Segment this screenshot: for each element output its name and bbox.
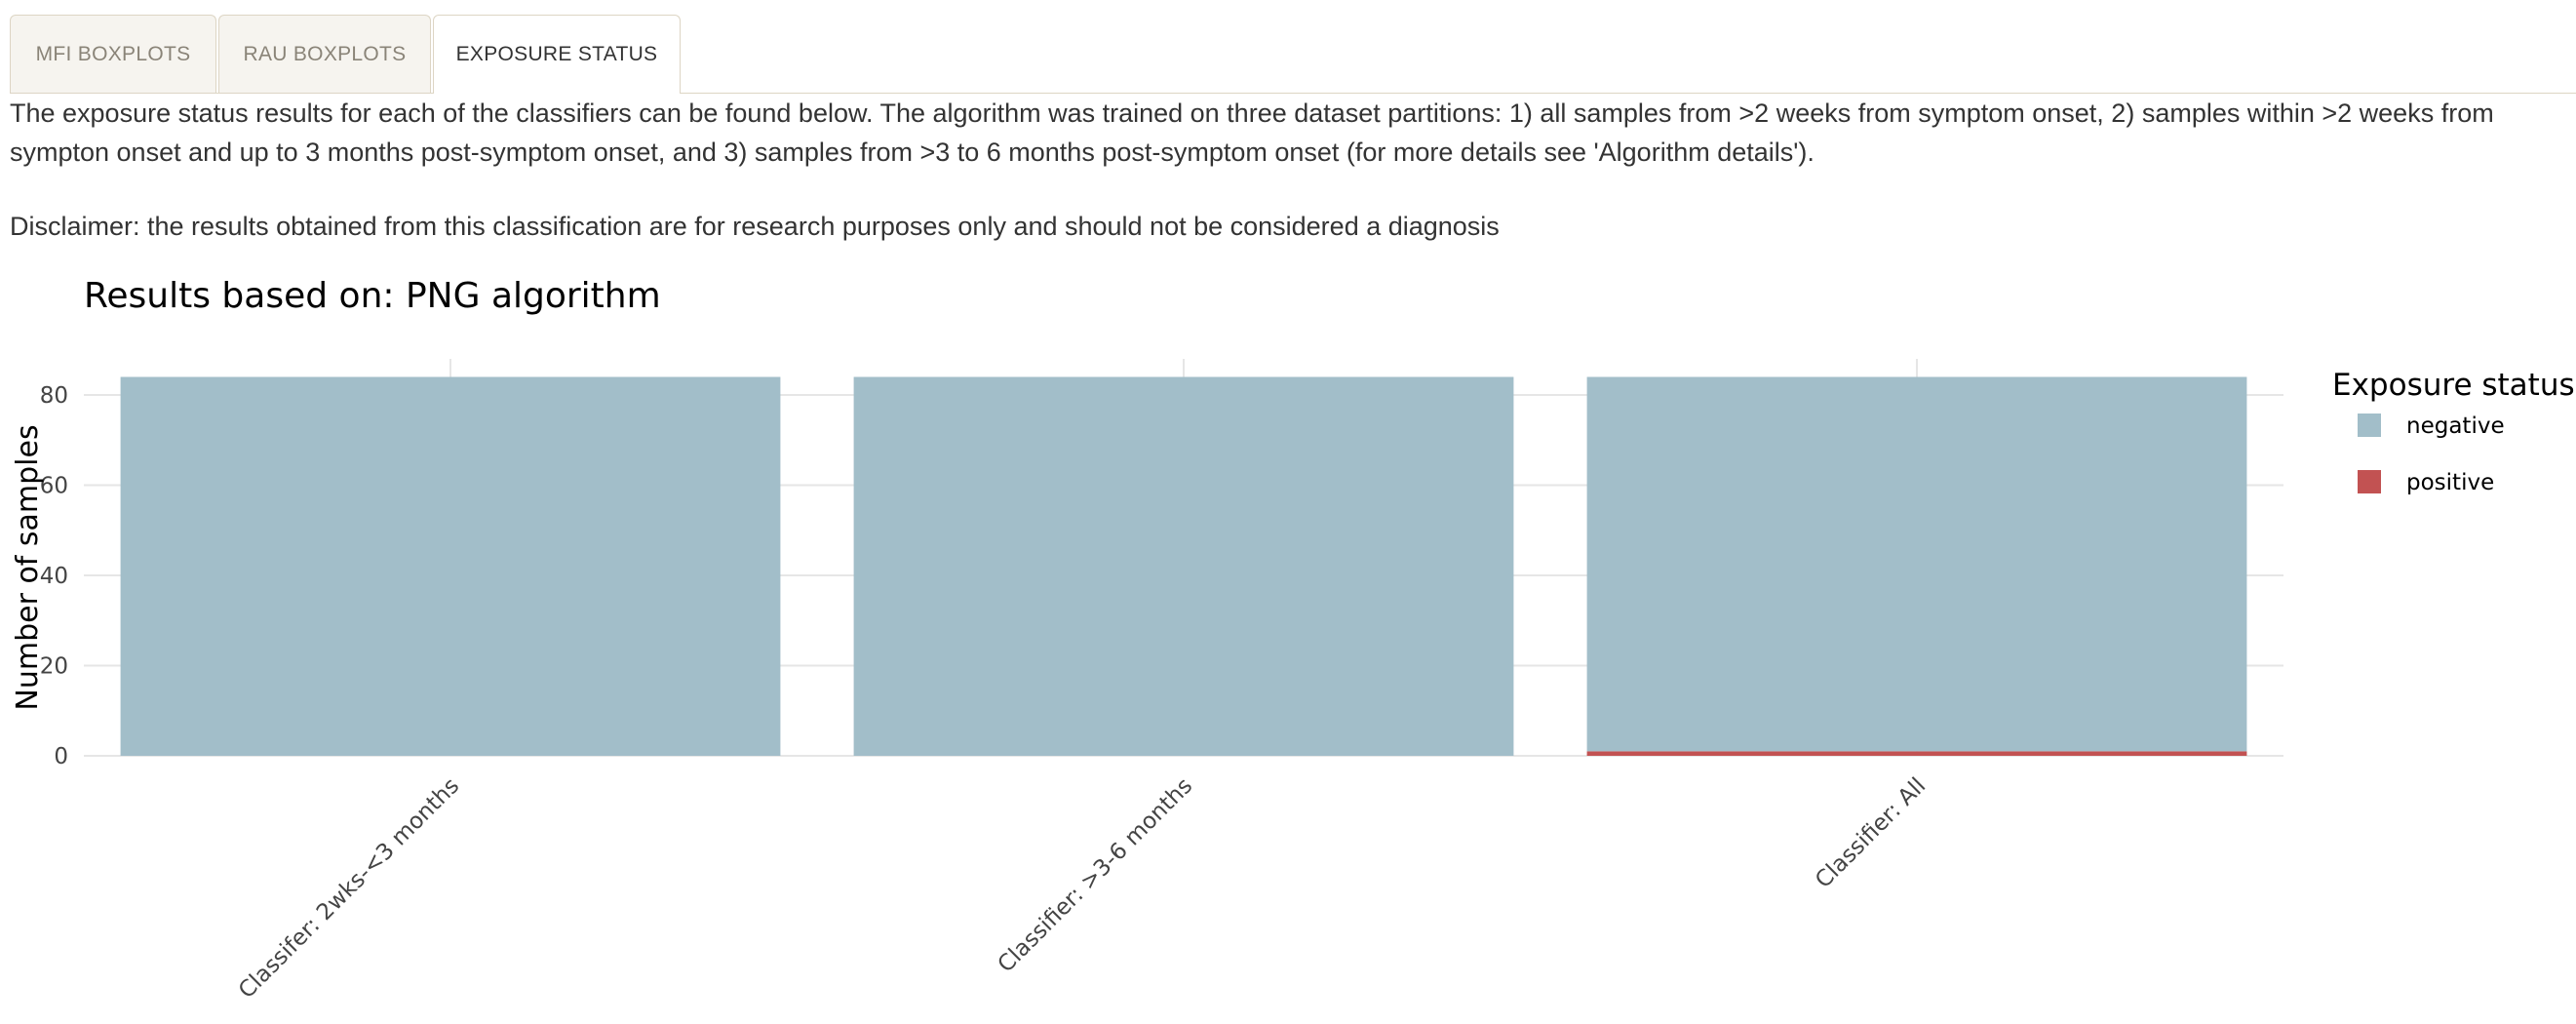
tab-mfi-boxplots[interactable]: MFI BOXPLOTS — [10, 15, 216, 93]
y-tick-label: 80 — [40, 383, 68, 409]
x-axis-ticks: Classifer: 2wks-<3 months Classifier: >3-… — [234, 773, 1931, 1004]
legend: Exposure status negative positive — [2332, 368, 2575, 495]
bar-negative — [853, 376, 1514, 756]
legend-label-positive: positive — [2406, 470, 2494, 495]
disclaimer-paragraph: Disclaimer: the results obtained from th… — [10, 212, 1500, 241]
y-tick-label: 20 — [40, 654, 68, 680]
x-tick-label: Classifer: 2wks-<3 months — [234, 773, 464, 1004]
tab-rau-boxplots[interactable]: RAU BOXPLOTS — [218, 15, 431, 93]
chart-title: Results based on: PNG algorithm — [84, 276, 661, 316]
legend-swatch-positive — [2358, 470, 2381, 493]
exposure-status-chart: Results based on: PNG algorithm 0 20 40 60 8… — [11, 276, 2575, 1004]
y-axis-ticks: 0 20 40 60 80 — [40, 383, 68, 769]
y-tick-label: 0 — [54, 744, 68, 769]
legend-title: Exposure status — [2332, 368, 2575, 403]
x-tick-label: Classifier: >3-6 months — [994, 773, 1198, 978]
intro-paragraph: The exposure status results for each of … — [10, 98, 2494, 167]
legend-swatch-negative — [2358, 414, 2381, 437]
legend-label-negative: negative — [2406, 414, 2505, 439]
bar-negative — [1586, 376, 2247, 752]
y-tick-label: 60 — [40, 474, 68, 499]
bars — [120, 376, 2247, 756]
tab-exposure-status[interactable]: EXPOSURE STATUS — [433, 15, 681, 94]
y-tick-label: 40 — [40, 564, 68, 589]
x-tick-label: Classifier: All — [1811, 773, 1931, 893]
bar-negative — [120, 376, 781, 756]
tab-bar: MFI BOXPLOTS RAU BOXPLOTS EXPOSURE STATU… — [10, 15, 2576, 94]
bar-positive — [1586, 751, 2247, 756]
y-axis-title: Number of samples — [11, 424, 45, 710]
